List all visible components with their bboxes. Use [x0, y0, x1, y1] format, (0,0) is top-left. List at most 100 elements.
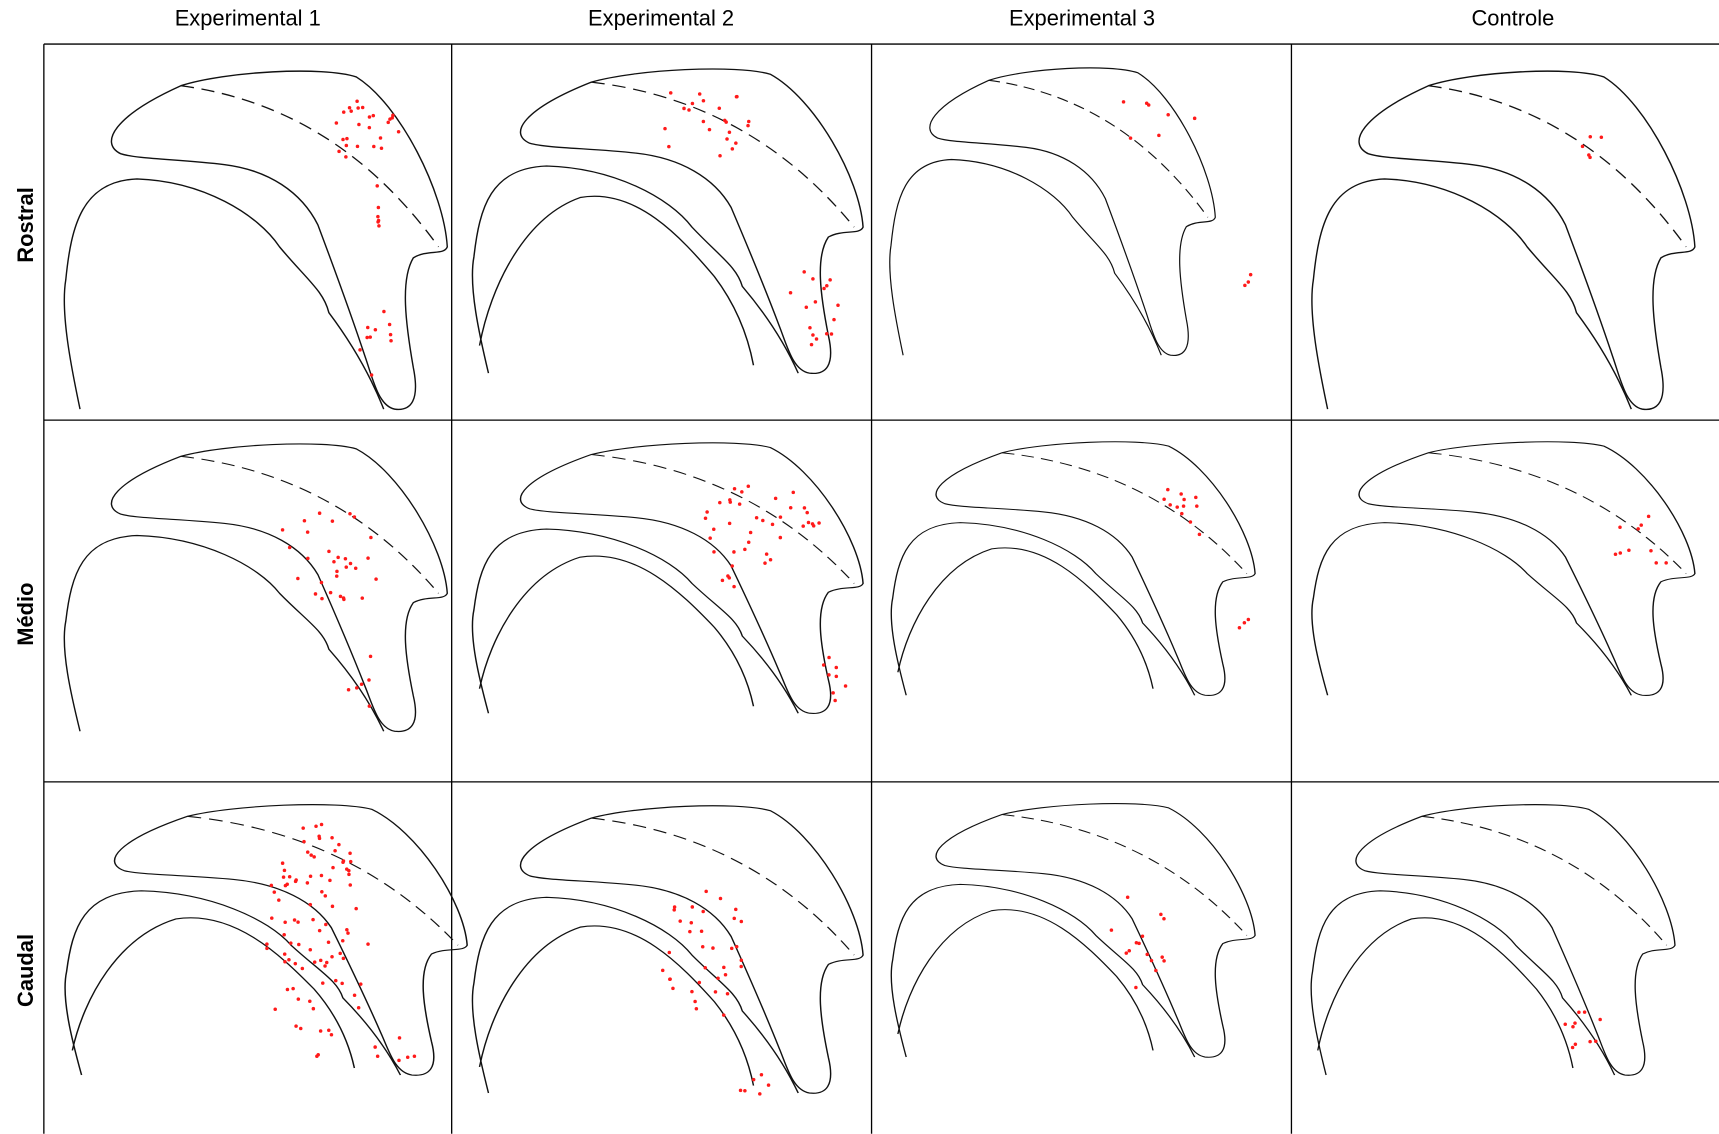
cell-dot — [309, 875, 313, 879]
cell-dot — [761, 519, 765, 523]
cell-dot — [718, 501, 722, 505]
cell-dot — [731, 147, 735, 151]
cell-dot — [302, 840, 306, 844]
cell-dot — [312, 1007, 316, 1011]
outline — [111, 71, 447, 409]
cell-dot — [1194, 496, 1198, 500]
cell-dot — [373, 1045, 377, 1049]
cell-dot — [667, 145, 671, 149]
cell-dot — [314, 592, 318, 596]
cell-dot — [368, 704, 372, 708]
dashed-line — [181, 456, 439, 593]
cell-dot — [718, 106, 722, 110]
cell-dot — [353, 515, 357, 519]
cell-dot — [406, 1056, 410, 1060]
cell-dot — [283, 952, 287, 956]
cell-dot — [836, 303, 840, 307]
cell-dot — [1654, 561, 1658, 565]
cell-dot — [769, 558, 773, 562]
cell-dot — [331, 519, 335, 523]
cell-dot — [360, 682, 364, 686]
cell-dot — [366, 326, 370, 330]
cell-dot — [1125, 951, 1129, 955]
cell-dot — [283, 869, 287, 873]
cell-dot — [284, 884, 288, 888]
cell-dot — [1162, 959, 1166, 963]
cell-dot — [682, 107, 686, 111]
cell-dot — [1154, 969, 1158, 973]
outline — [891, 884, 1194, 1057]
cell-dot — [714, 990, 718, 994]
cell-dot — [377, 224, 381, 228]
cell-dot — [342, 110, 346, 114]
cell-dot — [366, 556, 370, 560]
column-header: Experimental 2 — [588, 6, 734, 31]
cell-dot — [835, 666, 839, 670]
cell-dot — [747, 540, 751, 544]
cell-dot — [348, 512, 352, 516]
cell-dot — [1600, 135, 1604, 139]
dashed-line — [989, 80, 1208, 217]
cell-dot — [270, 884, 274, 888]
cell-dot — [763, 561, 767, 565]
cell-dot — [277, 898, 281, 902]
cell-dot — [661, 969, 665, 973]
cell-dot — [1195, 504, 1199, 508]
cell-dot — [329, 591, 333, 595]
cell-dot — [306, 881, 310, 885]
cell-dot — [825, 284, 829, 288]
row-label: Médio — [13, 583, 38, 646]
cell-dot — [704, 517, 708, 521]
cell-dot — [1574, 1043, 1578, 1047]
cell-dot — [309, 853, 313, 857]
cell-dot — [1238, 626, 1242, 630]
cell-dot — [749, 531, 753, 535]
cell-dot — [288, 546, 292, 550]
cell-dot — [835, 675, 839, 679]
outline — [930, 68, 1215, 356]
cell-dot — [306, 557, 310, 561]
cell-dot — [705, 510, 709, 514]
cell-dot — [688, 930, 692, 934]
cell-dot — [668, 977, 672, 981]
cell-dot — [738, 502, 742, 506]
section-drawings — [64, 68, 1695, 1093]
cell-dot — [334, 979, 338, 983]
cell-dot — [1563, 1023, 1567, 1027]
cell-dot — [728, 522, 732, 526]
cell-dot — [344, 155, 348, 159]
cell-dot — [827, 656, 831, 660]
cell-dot — [747, 120, 751, 124]
cell-dot — [354, 566, 358, 570]
outline — [1311, 891, 1614, 1075]
cell-dot — [1594, 1039, 1598, 1043]
cell-dot — [1247, 280, 1251, 284]
cell-dot — [1162, 497, 1166, 501]
cell-dot — [802, 270, 806, 274]
cell-dot — [372, 145, 376, 149]
cell-dot — [354, 907, 358, 911]
cell-dot — [283, 920, 287, 924]
cell-dot — [265, 947, 269, 951]
dashed-line — [1428, 453, 1686, 574]
cell-dot — [313, 960, 317, 964]
cell-dot — [308, 999, 312, 1003]
cell-dot — [345, 867, 349, 871]
outline — [115, 805, 468, 1076]
cell-dot — [801, 524, 805, 528]
cell-dot — [335, 121, 339, 125]
cell-dot — [690, 990, 694, 994]
cell-dot — [721, 579, 725, 583]
cell-dot — [273, 890, 277, 894]
cell-dot — [348, 106, 352, 110]
cell-dot — [722, 1013, 726, 1017]
cell-dot — [303, 519, 307, 523]
cell-dot — [758, 1092, 762, 1096]
cell-dot — [1122, 100, 1126, 104]
outline — [891, 523, 1194, 696]
cell-dot — [347, 688, 351, 692]
cell-dot — [337, 150, 341, 154]
cell-dot — [779, 515, 783, 519]
cell-dot — [335, 574, 339, 578]
outline — [521, 443, 864, 714]
